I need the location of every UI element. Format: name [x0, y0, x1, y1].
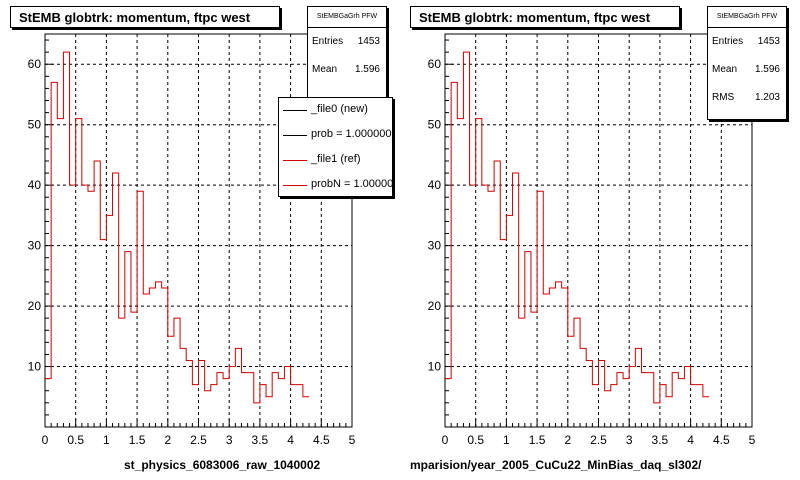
left-stats-mean-value: 1.596	[354, 64, 380, 75]
right-x-tick-label-10: 5	[749, 433, 756, 447]
left-x-tick-label-5: 2.5	[190, 433, 207, 447]
left-y-tick-label-1: 20	[28, 299, 42, 313]
left-legend: _file0 (new) prob = 1.000000 _file1 (ref…	[278, 97, 393, 197]
left-y-tick-label-0: 10	[28, 360, 42, 374]
left-x-tick-label-4: 2	[164, 433, 171, 447]
left-stats-row-mean: Mean 1.596	[308, 56, 386, 84]
left-stats-row-entries: Entries 1453	[308, 28, 386, 56]
right-x-tick-label-9: 4.5	[713, 433, 730, 447]
right-stats-entries-label: Entries	[712, 36, 744, 47]
left-x-tick-label-2: 1	[103, 433, 110, 447]
left-y-tick-label-4: 50	[28, 118, 42, 132]
right-y-tick-label-0: 10	[428, 360, 442, 374]
right-x-tick-label-0: 0	[442, 433, 449, 447]
right-stats-mean-value: 1.596	[754, 64, 780, 75]
right-x-tick-label-3: 1.5	[529, 433, 546, 447]
right-plot-pad: 0 0.5 1 1.5 2 2.5 3 3.5 4 4.5 5 10 20 30 40 50 60 StEMB …	[400, 0, 800, 480]
left-stats-entries-value: 1453	[357, 36, 380, 47]
legend-label-file1: _file1 (ref)	[311, 153, 361, 165]
legend-entry-file1: _file1 (ref)	[279, 148, 392, 173]
right-stats-entries-value: 1453	[757, 36, 780, 47]
legend-label-probN: probN = 1.000000	[311, 178, 393, 190]
right-x-tick-label-6: 3	[626, 433, 633, 447]
left-x-tick-label-10: 5	[349, 433, 356, 447]
left-stats-mean-label: Mean	[312, 64, 338, 75]
right-x-tick-label-4: 2	[564, 433, 571, 447]
right-x-tick-label-1: 0.5	[467, 433, 484, 447]
left-x-tick-label-0: 0	[42, 433, 49, 447]
left-y-tick-label-5: 60	[28, 57, 42, 71]
legend-label-prob: prob = 1.000000	[311, 128, 392, 140]
left-histogram-line	[45, 51, 310, 404]
legend-entry-probN: probN = 1.000000	[279, 173, 393, 196]
right-y-tick-label-1: 20	[428, 299, 442, 313]
left-x-tick-label-1: 0.5	[67, 433, 84, 447]
legend-line-file1	[283, 160, 307, 161]
right-stats-name: StEMBGaGrh PFW	[708, 7, 786, 28]
left-x-axis-label: st_physics_6083006_raw_1040002	[124, 458, 321, 472]
right-x-tick-label-7: 3.5	[652, 433, 669, 447]
legend-line-file0	[283, 110, 307, 111]
left-y-tick-label-2: 30	[28, 239, 42, 253]
left-plot-title: StEMB globtrk: momentum, ftpc west	[10, 6, 280, 28]
right-x-tick-label-2: 1	[503, 433, 510, 447]
right-frame	[444, 33, 753, 428]
right-plot-title: StEMB globtrk: momentum, ftpc west	[410, 6, 680, 28]
left-x-tick-label-9: 4.5	[313, 433, 330, 447]
right-y-tick-label-2: 30	[428, 239, 442, 253]
right-stats-row-rms: RMS 1.203	[708, 84, 786, 112]
left-stats-name: StEMBGaGrh PFW	[308, 7, 386, 28]
legend-entry-prob: prob = 1.000000	[279, 123, 392, 148]
legend-line-probN	[283, 185, 307, 186]
right-y-tick-label-4: 50	[428, 118, 442, 132]
right-stats-row-mean: Mean 1.596	[708, 56, 786, 84]
right-plot-svg: 0 0.5 1 1.5 2 2.5 3 3.5 4 4.5 5 10 20 30 40 50 60	[428, 33, 756, 447]
legend-line-prob	[283, 135, 307, 136]
right-x-axis-label: mparision/year_2005_CuCu22_MinBias_daq_s…	[410, 458, 702, 472]
right-histogram-line	[445, 51, 710, 404]
right-stats-mean-label: Mean	[712, 64, 738, 75]
left-y-tick-label-3: 40	[28, 178, 42, 192]
right-stats-rms-value: 1.203	[754, 92, 780, 103]
left-x-tick-label-6: 3	[226, 433, 233, 447]
left-stats-entries-label: Entries	[312, 36, 344, 47]
right-x-tick-label-8: 4	[687, 433, 694, 447]
left-x-tick-label-7: 3.5	[252, 433, 269, 447]
right-stats-row-entries: Entries 1453	[708, 28, 786, 56]
left-x-tick-label-8: 4	[287, 433, 294, 447]
right-x-tick-label-5: 2.5	[590, 433, 607, 447]
legend-label-file0: _file0 (new)	[311, 103, 368, 115]
right-y-tick-label-5: 60	[428, 57, 442, 71]
legend-entry-file0: _file0 (new)	[279, 98, 392, 123]
left-plot-pad: 0 0.5 1 1.5 2 2.5 3 3.5 4 4.5 5 10 20 30 40 50 60 StEMB …	[10, 6, 393, 472]
right-stats-rms-label: RMS	[712, 92, 735, 103]
right-y-tick-label-3: 40	[428, 178, 442, 192]
left-x-tick-label-3: 1.5	[129, 433, 146, 447]
right-stats-box: StEMBGaGrh PFW Entries 1453 Mean 1.596 R…	[707, 6, 787, 120]
